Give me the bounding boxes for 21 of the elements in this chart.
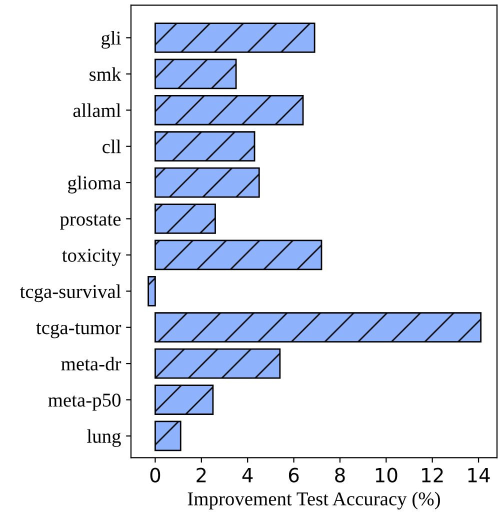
y-tick-label: smk — [90, 67, 122, 81]
y-tick-label: glioma — [68, 176, 121, 194]
x-tick-label: 10 — [376, 468, 398, 482]
y-tick-label: gli — [102, 30, 121, 49]
y-tick-label: tcga-tumor — [36, 323, 122, 338]
y-tick-label: tcga-survival — [20, 284, 121, 302]
x-tick-label: 14 — [468, 468, 490, 482]
x-tick-label: 4 — [242, 468, 253, 482]
y-tick-label: meta-dr — [61, 356, 122, 371]
y-tick-label: cll — [102, 140, 121, 154]
y-tick-label: lung — [87, 429, 121, 447]
x-tick-label: 12 — [422, 468, 443, 482]
y-tick-label: toxicity — [62, 248, 122, 266]
x-tick-label: 8 — [335, 468, 345, 482]
x-tick-label: 0 — [150, 468, 160, 482]
y-tick-label: allaml — [73, 103, 121, 118]
x-axis-title: Improvement Test Accuracy (%) — [188, 492, 440, 510]
y-tick-label: meta-p50 — [48, 394, 121, 411]
y-tick-label: prostate — [60, 214, 121, 230]
x-tick-label: 6 — [288, 468, 299, 482]
x-tick-label: 2 — [196, 468, 206, 482]
